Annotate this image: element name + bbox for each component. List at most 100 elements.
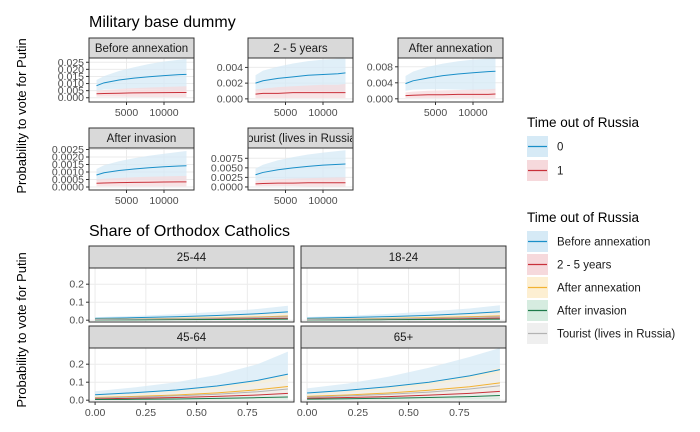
y-tick-label: 0.002 bbox=[217, 78, 243, 90]
series-line-1 bbox=[255, 92, 346, 95]
ribbon-1 bbox=[96, 86, 187, 98]
panel-45-64: 45-64 0.0 0.1 0.2 0.00 0.25 0.50 0.75 bbox=[69, 325, 295, 419]
legend-label: After annexation bbox=[557, 283, 641, 295]
x-tick-label: 5000 bbox=[115, 195, 139, 207]
panel-border bbox=[88, 147, 195, 191]
chart-title-military-base: Military base dummy bbox=[89, 14, 236, 31]
x-tick-label: 0.25 bbox=[348, 407, 369, 419]
panel-grid bbox=[89, 268, 294, 322]
legend-item-before-annexation: Before annexation bbox=[527, 231, 650, 252]
y-tick-label: 0.000 bbox=[58, 92, 84, 104]
x-tick-label: 10000 bbox=[149, 195, 178, 207]
legend-item-after-annexation: After annexation bbox=[527, 277, 641, 298]
series-line-before-annexation bbox=[95, 373, 289, 396]
panel-2-5-years: 2 - 5 years 0.000 0.002 0.004 5000 10000 bbox=[217, 37, 354, 119]
y-tick-label: 0.2 bbox=[69, 279, 84, 291]
series-line-1 bbox=[405, 93, 496, 97]
legend-label: Before annexation bbox=[557, 237, 650, 249]
y-tick-label: 0.0010 bbox=[52, 167, 84, 179]
legend-item-tourist-lives-in-russia: Tourist (lives in Russia) bbox=[527, 323, 675, 344]
ribbon-0 bbox=[96, 151, 187, 181]
x-tick-label: 10000 bbox=[308, 195, 337, 207]
y-tick-label: 0.0000 bbox=[211, 181, 243, 193]
panel-tourist-lives-in-russia: Tourist (lives in Russia)0.00000.00250.0… bbox=[211, 127, 354, 207]
y-tick-label: 0.004 bbox=[367, 77, 393, 89]
y-tick-label: 0.0075 bbox=[211, 153, 243, 165]
panel-25-44: 25-44 0.0 0.1 0.2 bbox=[69, 245, 295, 327]
panel-border bbox=[88, 347, 295, 403]
panel-strip-label: 18-24 bbox=[389, 252, 419, 264]
panel-border bbox=[247, 147, 354, 191]
legend-label: Tourist (lives in Russia) bbox=[557, 329, 675, 341]
y-tick-label: 0.000 bbox=[217, 93, 243, 105]
x-tick-label: 0.25 bbox=[136, 407, 157, 419]
panel-18-24: 18-24 bbox=[300, 245, 507, 323]
series-line-0 bbox=[96, 73, 187, 87]
series-line-0 bbox=[405, 70, 496, 85]
series-line-0 bbox=[96, 165, 187, 176]
legend-item-after-invasion: After invasion bbox=[527, 300, 627, 321]
y-tick-label: 0.015 bbox=[58, 71, 84, 83]
panel-strip-label: 45-64 bbox=[177, 332, 207, 344]
series-line-0 bbox=[255, 72, 346, 84]
ribbon-0 bbox=[96, 58, 187, 91]
y-tick-label: 0.005 bbox=[58, 85, 84, 97]
panel-strip-label: Before annexation bbox=[95, 43, 188, 55]
series-line-after-invasion bbox=[307, 395, 500, 400]
panel-border bbox=[300, 267, 507, 323]
panel-border bbox=[300, 347, 507, 403]
y-tick-label: 0.0 bbox=[69, 395, 84, 407]
y-tick-label: 0.0005 bbox=[52, 174, 84, 186]
series-line-2-5-years bbox=[95, 392, 288, 400]
series-line-before-annexation bbox=[307, 369, 501, 394]
x-tick-label: 10000 bbox=[149, 107, 178, 119]
x-tick-label: 0.50 bbox=[398, 407, 419, 419]
series-line-before-annexation bbox=[95, 311, 288, 319]
series-line-after-annexation bbox=[95, 386, 288, 398]
x-tick-label: 0.75 bbox=[237, 407, 258, 419]
y-tick-label: 0.000 bbox=[367, 93, 393, 105]
panel-strip-label: After invasion bbox=[107, 133, 177, 145]
x-tick-label: 0.00 bbox=[85, 407, 106, 419]
ribbon-0 bbox=[255, 150, 346, 181]
panel-65: 65+ 0.00 0.25 0.50 0.75 bbox=[297, 325, 507, 419]
legend-label: After invasion bbox=[557, 306, 627, 318]
ribbon-tourist-lives-in-russia bbox=[307, 372, 500, 400]
y-tick-label: 0.0015 bbox=[52, 159, 84, 171]
y-tick-label: 0.2 bbox=[69, 359, 84, 371]
legend-item-1: 1 bbox=[527, 160, 563, 181]
series-line-1 bbox=[255, 182, 346, 185]
panel-strip-label: 65+ bbox=[394, 332, 414, 344]
series-line-after-annexation bbox=[307, 382, 500, 397]
series-line-tourist-lives-in-russia bbox=[307, 316, 500, 320]
y-tick-label: 0.0020 bbox=[52, 152, 84, 164]
ribbon-0 bbox=[255, 58, 346, 92]
y-tick-label: 0.010 bbox=[58, 78, 84, 90]
y-tick-label: 0.008 bbox=[367, 61, 393, 73]
panel-border bbox=[247, 57, 354, 103]
panel-after-invasion: After invasion 0.00000.00050.00100.00150.… bbox=[52, 127, 195, 207]
legend-item-0: 0 bbox=[527, 136, 563, 157]
legend-label: 1 bbox=[557, 166, 563, 178]
series-line-2-5-years bbox=[307, 390, 500, 399]
panels-orthodox-share: 25-44 0.0 0.1 0.2 18-24 45-64 0.0 0.1 0.2 0.00 0.2… bbox=[69, 245, 507, 419]
series-line-after-invasion bbox=[95, 396, 288, 400]
y-tick-label: 0.1 bbox=[69, 377, 84, 389]
y-tick-label: 0.0 bbox=[69, 315, 84, 327]
y-tick-label: 0.025 bbox=[58, 57, 84, 69]
x-tick-label: 0.75 bbox=[449, 407, 470, 419]
ribbon-1 bbox=[96, 175, 187, 187]
y-tick-label: 0.0000 bbox=[52, 182, 84, 194]
x-tick-label: 5000 bbox=[115, 107, 139, 119]
ribbon-1 bbox=[255, 83, 346, 99]
series-line-after-invasion bbox=[307, 318, 500, 321]
ribbon-tourist-lives-in-russia bbox=[95, 378, 288, 400]
panel-after-annexation: After annexation 0.000 0.004 0.008 5000 10000 bbox=[367, 37, 504, 119]
x-tick-label: 10000 bbox=[308, 107, 337, 119]
x-tick-label: 10000 bbox=[458, 107, 487, 119]
series-line-1 bbox=[96, 91, 187, 95]
series-line-tourist-lives-in-russia bbox=[95, 316, 288, 320]
y-tick-label: 0.0025 bbox=[211, 172, 243, 184]
